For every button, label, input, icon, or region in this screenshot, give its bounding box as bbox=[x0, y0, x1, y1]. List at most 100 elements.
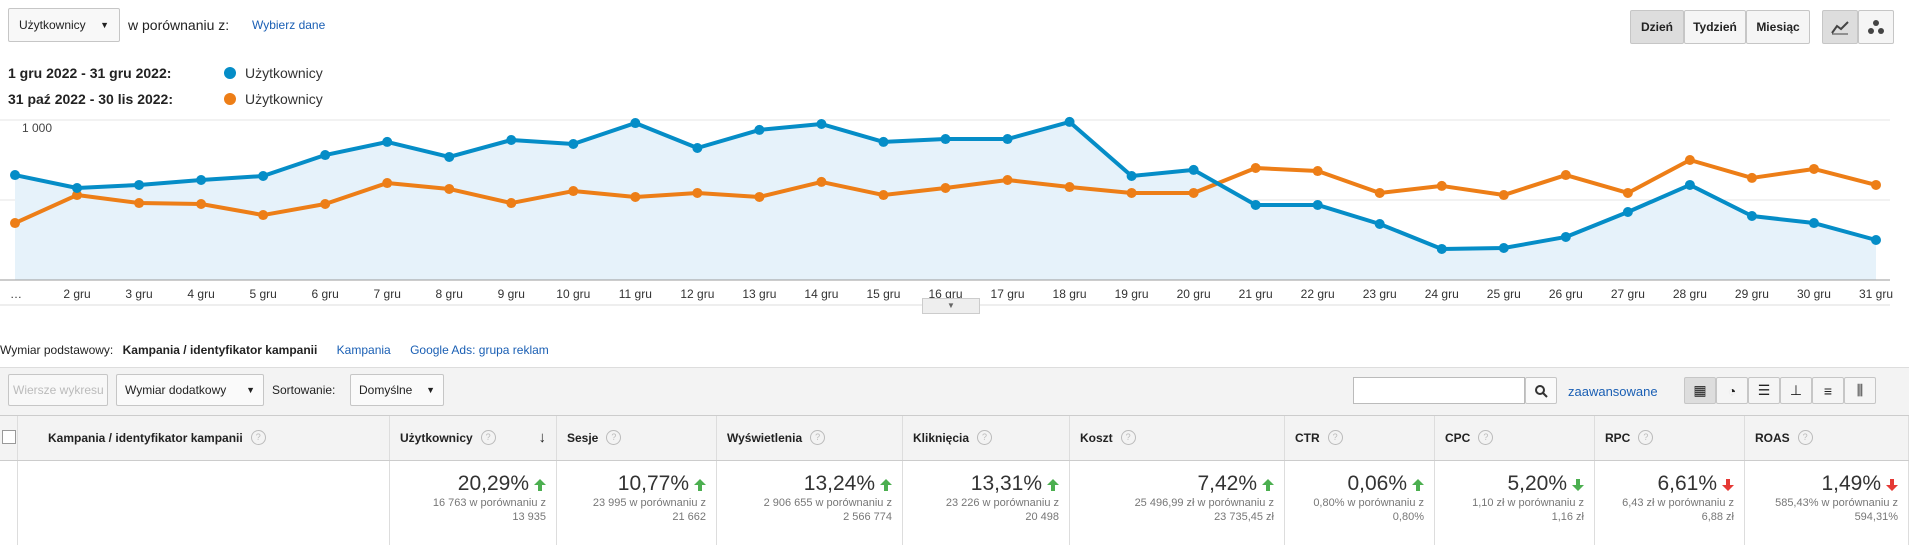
advanced-link[interactable]: zaawansowane bbox=[1568, 384, 1658, 399]
column-header[interactable]: Kliknięcia? bbox=[903, 415, 1070, 460]
point bbox=[878, 190, 889, 201]
point bbox=[1871, 235, 1881, 245]
sort-label: Sortowanie: bbox=[272, 383, 336, 397]
x-tick-label: 30 gru bbox=[1797, 287, 1831, 301]
x-tick-label: 6 gru bbox=[311, 287, 338, 301]
x-tick-label: 17 gru bbox=[991, 287, 1025, 301]
point bbox=[816, 119, 827, 129]
point bbox=[1188, 187, 1199, 198]
point bbox=[1374, 187, 1385, 198]
point bbox=[320, 150, 331, 161]
point bbox=[1746, 172, 1757, 183]
toolbar bbox=[0, 367, 1909, 415]
collapse-tab[interactable]: ▼ bbox=[922, 298, 980, 314]
change-arrow bbox=[1886, 479, 1898, 494]
plot-rows-button[interactable]: Wiersze wykresu bbox=[8, 374, 108, 406]
x-tick-label: 9 gru bbox=[498, 287, 525, 301]
arrow-shape bbox=[694, 479, 706, 492]
period-button[interactable]: Miesiąc bbox=[1746, 10, 1810, 44]
change: 6,61% bbox=[1657, 472, 1717, 495]
point bbox=[382, 178, 393, 189]
x-tick-label: 22 gru bbox=[1301, 287, 1335, 301]
arrow-shape bbox=[1722, 479, 1734, 492]
arrow-shape bbox=[534, 479, 546, 492]
column-title: CTR bbox=[1295, 430, 1320, 445]
table-border bbox=[0, 460, 1909, 461]
column-title: CPC bbox=[1445, 430, 1471, 445]
x-tick-label: 18 gru bbox=[1053, 287, 1087, 301]
point bbox=[754, 124, 765, 135]
search-input[interactable] bbox=[1353, 377, 1525, 404]
column-title: Użytkownicy bbox=[400, 430, 473, 445]
line-chart-toggle[interactable] bbox=[1822, 10, 1858, 44]
period-button[interactable]: Tydzień bbox=[1684, 10, 1746, 44]
sort-arrow: ↓ bbox=[538, 429, 547, 446]
compare-line: 16 763 w porównaniu z bbox=[432, 497, 546, 509]
column-header[interactable]: RPC? bbox=[1595, 415, 1745, 460]
column-title: Sesje bbox=[567, 430, 599, 445]
change-arrow bbox=[534, 479, 546, 494]
point bbox=[630, 118, 641, 129]
view-button[interactable]: ⫼ bbox=[1844, 377, 1876, 404]
x-tick-label: 23 gru bbox=[1363, 287, 1397, 301]
column-header[interactable]: CPC? bbox=[1435, 415, 1595, 460]
change-line: 13,24% bbox=[717, 472, 892, 496]
change-line: 20,29% bbox=[390, 472, 546, 496]
icon bbox=[1868, 20, 1884, 34]
column-header[interactable]: Kampania / identyfikator kampanii? bbox=[18, 415, 390, 460]
sort-dropdown[interactable]: Domyślne ▼ bbox=[350, 374, 444, 406]
view-button[interactable]: ⊥ bbox=[1780, 377, 1812, 404]
view-button[interactable]: ◔ bbox=[1716, 377, 1748, 404]
point bbox=[1126, 171, 1137, 181]
point bbox=[196, 199, 207, 209]
point bbox=[1064, 182, 1075, 193]
help-icon: ? bbox=[810, 430, 826, 445]
change-line: 0,06% bbox=[1285, 472, 1424, 496]
column-header[interactable]: CTR? bbox=[1285, 415, 1435, 460]
x-tick-label: 20 gru bbox=[1177, 287, 1211, 301]
point bbox=[1746, 211, 1757, 221]
view-button[interactable]: ≡ bbox=[1812, 377, 1844, 404]
view-button[interactable]: ☰ bbox=[1748, 377, 1780, 404]
choose-link[interactable]: Wybierz dane bbox=[252, 18, 326, 32]
point bbox=[72, 190, 83, 201]
period-button[interactable]: Dzień bbox=[1630, 10, 1684, 44]
compare-label: w porównaniu z: bbox=[128, 17, 230, 33]
column-header[interactable]: ROAS? bbox=[1745, 415, 1909, 460]
column-header[interactable]: Wyświetlenia? bbox=[717, 415, 903, 460]
compare-line: 6,43 zł w porównaniu z bbox=[1622, 497, 1734, 509]
arrow-shape bbox=[880, 479, 892, 492]
point bbox=[134, 198, 145, 209]
point bbox=[568, 186, 579, 197]
point bbox=[1312, 199, 1323, 210]
column-header[interactable]: Sesje? bbox=[557, 415, 717, 460]
point bbox=[258, 210, 269, 221]
secondary-dimension[interactable]: Wymiar dodatkowy ▼ bbox=[116, 374, 264, 406]
x-tick-label: 7 gru bbox=[374, 287, 401, 301]
change-line: 5,20% bbox=[1435, 472, 1584, 496]
legend-marker bbox=[224, 67, 236, 79]
column-header[interactable]: Koszt? bbox=[1070, 415, 1285, 460]
compare-line: 594,31% bbox=[1854, 511, 1898, 523]
dimension-link[interactable]: Google Ads: grupa reklam bbox=[410, 343, 549, 357]
dimension-link[interactable]: Kampania bbox=[336, 343, 391, 357]
view-button[interactable]: ▦ bbox=[1684, 377, 1716, 404]
y-tick-label: 1 000 bbox=[22, 121, 52, 135]
point bbox=[1622, 207, 1633, 217]
search-button[interactable] bbox=[1525, 377, 1557, 404]
compare-line: 6,88 zł bbox=[1701, 511, 1734, 523]
metric-dropdown[interactable]: Użytkownicy ▼ bbox=[8, 8, 120, 42]
point bbox=[72, 183, 83, 193]
arrow-icon bbox=[694, 479, 706, 492]
checkbox[interactable] bbox=[2, 430, 16, 444]
point bbox=[940, 183, 951, 193]
x-tick-label: 11 gru bbox=[619, 287, 652, 301]
point bbox=[754, 191, 765, 202]
motion-chart-toggle[interactable] bbox=[1858, 10, 1894, 44]
point bbox=[1064, 116, 1075, 127]
point bbox=[1684, 155, 1695, 165]
point bbox=[1684, 179, 1695, 190]
column-header[interactable]: Użytkownicy? ↓ bbox=[390, 415, 557, 460]
